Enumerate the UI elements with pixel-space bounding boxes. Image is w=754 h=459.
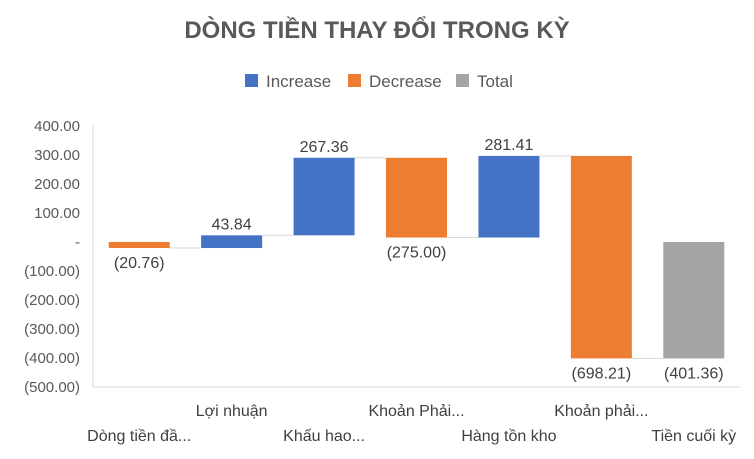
data-label: (275.00) (387, 245, 447, 262)
y-tick-label: 300.00 (34, 147, 80, 164)
legend: Increase Decrease Total (245, 72, 513, 91)
y-tick-label: (500.00) (24, 379, 80, 396)
bar-5 (478, 155, 540, 238)
data-label: (698.21) (572, 365, 632, 382)
category-label: Khấu hao... (283, 428, 365, 445)
bar-7 (663, 242, 725, 359)
y-tick-label: 200.00 (34, 176, 80, 193)
bar-1 (108, 242, 170, 249)
y-tick-label: 400.00 (34, 118, 80, 135)
bars (108, 155, 725, 359)
legend-label-decrease: Decrease (369, 72, 442, 91)
y-tick-label: (100.00) (24, 263, 80, 280)
connector-lines (169, 155, 664, 359)
category-label: Khoản Phải... (368, 403, 464, 420)
data-label: 43.84 (212, 216, 252, 233)
category-label: Tiền cuối kỳ (651, 428, 736, 445)
category-label: Hàng tồn kho (461, 428, 556, 445)
bar-2 (201, 235, 263, 249)
legend-label-total: Total (477, 72, 513, 91)
y-tick-label: (400.00) (24, 350, 80, 367)
y-tick-label: 100.00 (34, 205, 80, 222)
data-labels: (20.76) 43.84 267.36 (275.00) 281.41 (698.21)… (114, 137, 724, 382)
category-label: Khoản phải... (554, 403, 648, 420)
bar-4 (386, 157, 447, 238)
legend-label-increase: Increase (266, 72, 331, 91)
data-label: (20.76) (114, 255, 165, 272)
data-label: 281.41 (484, 137, 533, 154)
y-tick-label: - (75, 234, 80, 251)
legend-swatch-total (456, 74, 469, 87)
legend-swatch-decrease (348, 74, 361, 87)
y-tick-label: (200.00) (24, 292, 80, 309)
legend-swatch-increase (245, 74, 258, 87)
bar-3 (293, 157, 355, 236)
category-label: Dòng tiền đầ... (87, 428, 191, 445)
y-axis-ticks: 400.00 300.00 200.00 100.00 - (100.00) (200.00… (24, 118, 80, 396)
chart-title: DÒNG TIỀN THAY ĐỔI TRONG KỲ (184, 16, 569, 44)
category-label: Lợi nhuận (196, 403, 268, 420)
bar-6 (570, 155, 632, 359)
data-label: 267.36 (300, 139, 349, 156)
y-tick-label: (300.00) (24, 321, 80, 338)
data-label: (401.36) (664, 365, 724, 382)
